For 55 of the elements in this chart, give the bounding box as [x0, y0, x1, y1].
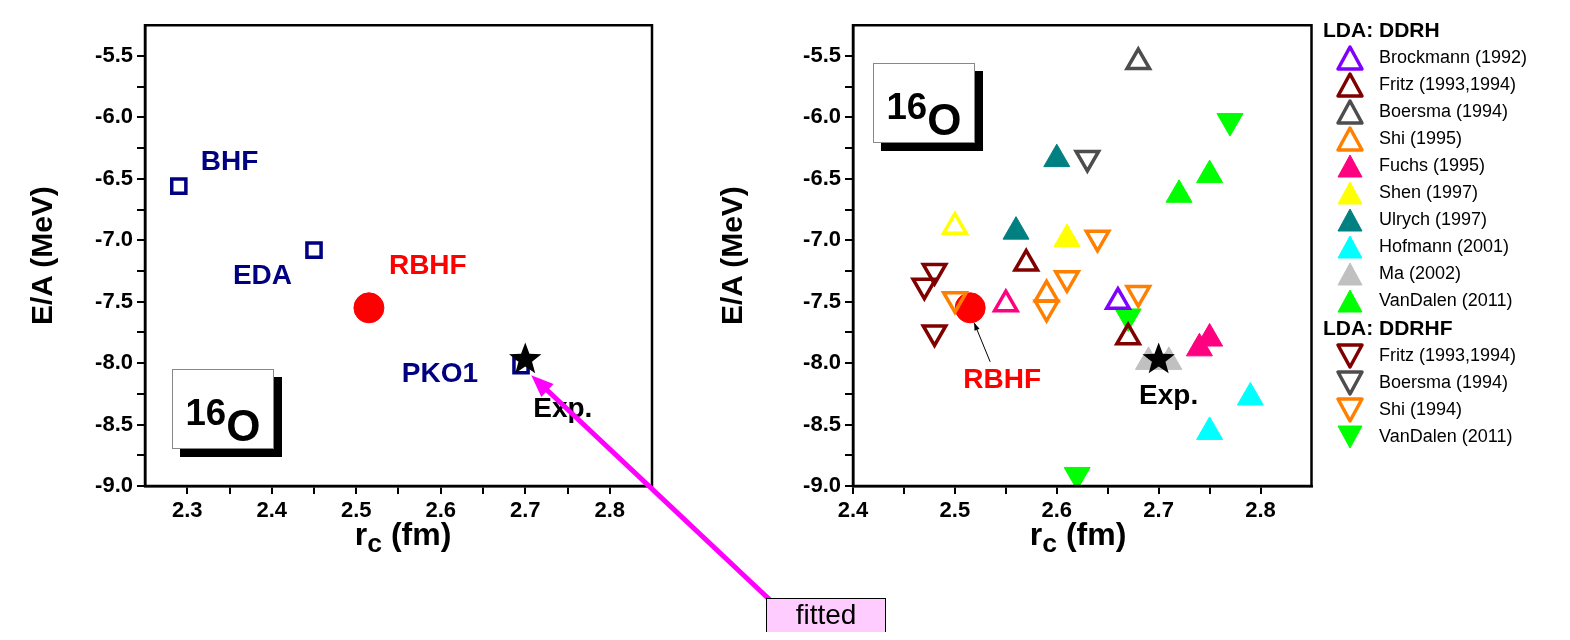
legend-label: Brockmann (1992) [1379, 47, 1528, 68]
annotation: $^{16}$O [873, 63, 975, 144]
point [305, 241, 323, 259]
legend-label: Ulrych (1997) [1379, 209, 1488, 230]
legend-label: Fritz (1993,1994) [1379, 74, 1517, 95]
y-tick-label: -6.0 [803, 103, 841, 129]
annotation: Exp. [1139, 379, 1199, 411]
y-axis-title: E/A (MeV) [715, 186, 749, 326]
y-tick-label: -8.5 [95, 410, 133, 436]
y-tick-label: -6.0 [95, 103, 133, 129]
legend-label: Shi (1995) [1379, 128, 1463, 149]
x-tick-label: 2.8 [1245, 497, 1276, 523]
annotation: BHF [200, 144, 259, 176]
legend-label: Shi (1994) [1379, 399, 1463, 420]
text: fitted [794, 598, 858, 632]
x-tick-label: 2.8 [594, 497, 626, 523]
annotation: EDA [232, 258, 292, 290]
y-tick-label: -7.5 [803, 287, 841, 313]
y-tick-label: -6.5 [95, 164, 133, 190]
annotation: $^{16}$O [172, 369, 274, 450]
point [169, 177, 188, 195]
legend-label: VanDalen (2011) [1379, 290, 1513, 311]
y-tick-label: -8.0 [95, 349, 133, 375]
y-tick-label: -7.5 [95, 287, 133, 313]
legend-label: Boersma (1994) [1379, 101, 1509, 122]
legend-label: VanDalen (2011) [1379, 426, 1513, 447]
x-tick-label: 2.5 [939, 497, 971, 523]
y-tick-label: -8.0 [803, 349, 841, 375]
text: LDA: DDRHF [1323, 316, 1453, 339]
annotation: RBHF [963, 362, 1042, 394]
y-axis-title: E/A (MeV) [25, 186, 59, 326]
annotation: RBHF [388, 248, 467, 280]
legend-label: Ma (2002) [1379, 263, 1462, 284]
x-tick-label: 2.4 [837, 497, 870, 523]
y-tick-label: -7.0 [803, 226, 841, 252]
x-tick-label: 2.4 [256, 497, 288, 523]
point [353, 292, 385, 324]
legend-label: Hofmann (2001) [1379, 236, 1510, 257]
x-tick-label: 2.7 [509, 497, 541, 523]
legend-label: Shen (1997) [1379, 182, 1479, 203]
annotation: PKO1 [401, 357, 479, 389]
y-tick-label: -5.5 [95, 41, 133, 67]
y-tick-label: -6.5 [803, 164, 841, 190]
legend-label: Boersma (1994) [1379, 372, 1509, 393]
y-tick-label: -9.0 [803, 472, 841, 498]
x-tick-label: 2.3 [171, 497, 203, 523]
text: LDA: DDRH [1323, 18, 1440, 41]
y-tick-label: -5.5 [803, 41, 841, 67]
x-tick-label: 2.7 [1143, 497, 1174, 523]
y-tick-label: -8.5 [803, 410, 841, 436]
legend-label: Fuchs (1995) [1379, 155, 1486, 176]
point [509, 342, 542, 374]
y-tick-label: -7.0 [95, 226, 133, 252]
y-tick-label: -9.0 [95, 472, 133, 498]
legend-label: Fritz (1993,1994) [1379, 345, 1517, 366]
